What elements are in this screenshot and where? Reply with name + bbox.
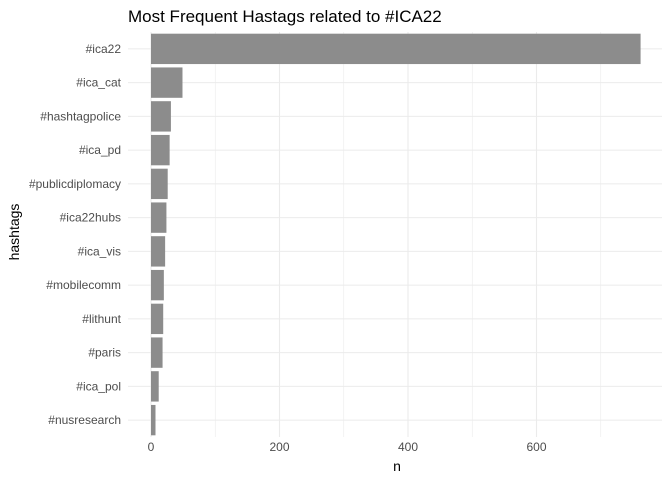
bar-ica-pol <box>151 371 159 402</box>
x-tick-label: 0 <box>148 440 155 454</box>
y-tick-label: #ica_pd <box>79 143 121 157</box>
y-tick-label: #paris <box>88 346 121 360</box>
y-tick-label: #ica22 <box>86 42 122 56</box>
bar-ica22 <box>151 33 641 65</box>
x-tick-labels: 0 200 400 600 <box>148 440 547 454</box>
y-tick-label: #ica_cat <box>76 76 121 90</box>
y-tick-label: #nusresearch <box>48 413 121 427</box>
y-axis-title: hashtags <box>6 204 22 261</box>
bar-ica22hubs <box>151 202 167 233</box>
grid <box>128 32 662 437</box>
x-tick-label: 400 <box>398 440 418 454</box>
bar-ica-pd <box>151 134 170 166</box>
y-tick-label: #mobilecomm <box>46 278 121 292</box>
bar-mobilecomm <box>151 269 164 301</box>
y-tick-label: #ica22hubs <box>60 211 121 225</box>
y-tick-label: #ica_pol <box>76 379 121 393</box>
y-tick-label: #hashtagpolice <box>40 109 121 123</box>
bar-publicdiplomacy <box>151 168 168 200</box>
bar-ica-cat <box>151 67 183 98</box>
bars <box>151 33 641 436</box>
y-tick-label: #ica_vis <box>78 244 121 258</box>
y-tick-label: #publicdiplomacy <box>29 177 121 191</box>
y-tick-label: #lithunt <box>82 312 121 326</box>
bar-lithunt <box>151 303 164 335</box>
y-tick-labels: #ica22 #ica_cat #hashtagpolice #ica_pd #publ… <box>29 42 122 427</box>
chart-title: Most Frequent Hastags related to #ICA22 <box>128 7 442 26</box>
bar-hashtagpolice <box>151 101 171 132</box>
x-axis-title: n <box>393 458 401 474</box>
bar-ica-vis <box>151 236 166 267</box>
bar-nusresearch <box>151 404 156 436</box>
x-tick-label: 200 <box>269 440 289 454</box>
bar-paris <box>151 337 163 368</box>
x-tick-label: 600 <box>526 440 546 454</box>
